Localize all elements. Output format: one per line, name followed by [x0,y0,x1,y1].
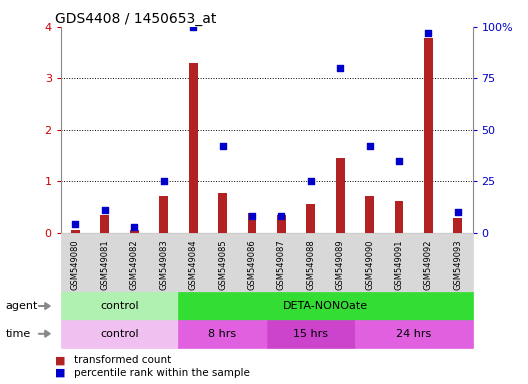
Text: GSM549093: GSM549093 [454,240,463,290]
Point [424,30,432,36]
Point [101,207,109,213]
Text: GSM549092: GSM549092 [424,240,433,290]
Text: transformed count: transformed count [74,355,171,365]
Point [248,213,256,219]
Point [336,65,344,71]
Text: GSM549090: GSM549090 [365,240,374,290]
Text: ■: ■ [55,355,66,365]
Text: GSM549089: GSM549089 [336,240,345,290]
Text: ■: ■ [55,368,66,378]
Text: GSM549085: GSM549085 [218,240,227,290]
Text: 24 hrs: 24 hrs [396,329,431,339]
Bar [306,204,315,233]
Point [159,178,168,184]
Point [365,143,374,149]
Text: GSM549087: GSM549087 [277,240,286,290]
Bar [71,230,80,233]
Text: GSM549086: GSM549086 [248,240,257,290]
Point [395,157,403,164]
Text: 8 hrs: 8 hrs [209,329,237,339]
Bar [188,63,197,233]
Bar [365,196,374,233]
Text: GSM549081: GSM549081 [100,240,109,290]
Point [277,213,286,219]
Bar [248,213,256,233]
Text: time: time [5,329,31,339]
Bar [394,201,403,233]
Point [189,24,197,30]
Point [218,143,227,149]
Bar [454,218,463,233]
Bar [336,158,345,233]
Point [130,223,138,230]
Text: agent: agent [5,301,37,311]
Point [454,209,462,215]
Text: GSM549083: GSM549083 [159,240,168,290]
Point [71,222,80,228]
Text: GSM549082: GSM549082 [130,240,139,290]
Text: control: control [100,329,139,339]
Text: GSM549088: GSM549088 [306,240,315,290]
Text: DETA-NONOate: DETA-NONOate [283,301,368,311]
Bar [100,215,109,233]
Bar [277,215,286,233]
Text: GSM549080: GSM549080 [71,240,80,290]
Text: percentile rank within the sample: percentile rank within the sample [74,368,250,378]
Bar [424,38,433,233]
Text: GSM549084: GSM549084 [188,240,197,290]
Text: control: control [100,301,139,311]
Bar [218,192,227,233]
Text: GDS4408 / 1450653_at: GDS4408 / 1450653_at [55,12,217,25]
Text: 15 hrs: 15 hrs [293,329,328,339]
Text: GSM549091: GSM549091 [394,240,403,290]
Bar [159,196,168,233]
Bar [130,230,139,233]
Point [307,178,315,184]
